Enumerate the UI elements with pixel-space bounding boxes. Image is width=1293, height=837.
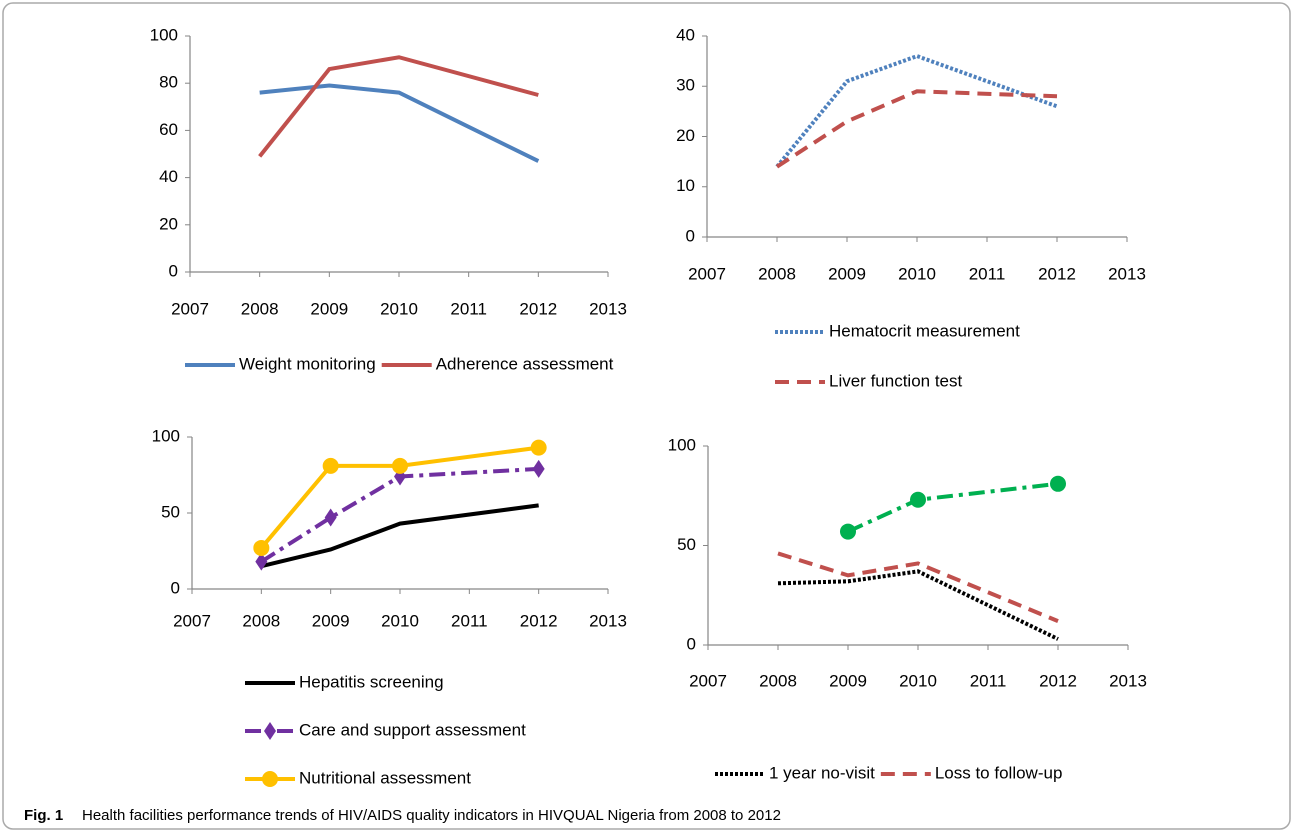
y-tick-label: 0 (687, 634, 696, 653)
x-tick-label: 2007 (688, 264, 726, 283)
x-tick-label: 2008 (242, 611, 280, 630)
marker (255, 552, 268, 571)
y-tick-label: 10 (676, 176, 695, 195)
caption-label: Fig. 1 (24, 807, 63, 824)
legend-label: Loss to follow-up (935, 763, 1063, 782)
marker (1050, 475, 1066, 492)
marker (253, 539, 270, 556)
y-tick-label: 100 (152, 426, 180, 445)
y-tick-label: 100 (150, 25, 178, 44)
y-tick-label: 20 (676, 126, 695, 145)
series-line (259, 445, 539, 550)
series-line (847, 481, 1059, 534)
x-tick-label: 2008 (758, 264, 796, 283)
x-tick-label: 2008 (759, 671, 797, 690)
y-tick-label: 0 (169, 261, 178, 280)
x-tick-label: 2013 (589, 299, 627, 318)
marker (532, 459, 545, 478)
y-tick-label: 50 (161, 502, 180, 521)
marker (262, 771, 278, 787)
x-tick-label: 2009 (828, 264, 866, 283)
legend-label: Hepatitis screening (299, 672, 444, 691)
legend-label: Liver function test (829, 371, 963, 390)
y-tick-label: 30 (676, 76, 695, 95)
marker (392, 457, 408, 474)
x-tick-label: 2007 (689, 671, 727, 690)
x-tick-label: 2010 (381, 611, 419, 630)
x-tick-label: 2011 (451, 611, 488, 630)
y-tick-label: 80 (159, 73, 178, 92)
x-tick-label: 2013 (1109, 671, 1147, 690)
y-tick-label: 0 (686, 226, 695, 245)
series-line (260, 503, 539, 569)
x-tick-label: 2009 (312, 611, 350, 630)
legend-label: Adherence assessment (436, 354, 614, 373)
legend-label: 1 year no-visit (769, 763, 875, 782)
series-line (775, 53, 1058, 168)
x-tick-label: 2012 (520, 611, 558, 630)
x-tick-label: 2007 (171, 299, 209, 318)
series-line (258, 55, 539, 158)
y-tick-label: 40 (159, 167, 178, 186)
x-tick-label: 2012 (519, 299, 557, 318)
series-line (777, 551, 1059, 623)
legend-label: Hematocrit measurement (829, 321, 1020, 340)
marker (530, 439, 547, 456)
marker (324, 508, 337, 527)
x-tick-label: 2012 (1038, 264, 1076, 283)
x-tick-label: 2007 (173, 611, 211, 630)
x-tick-label: 2010 (898, 264, 936, 283)
y-tick-label: 100 (668, 435, 696, 454)
series-line (777, 569, 1059, 641)
series-line (259, 83, 540, 163)
x-tick-label: 2012 (1039, 671, 1077, 690)
x-tick-label: 2010 (380, 299, 418, 318)
series-line (775, 89, 1058, 169)
marker (840, 523, 856, 540)
x-tick-label: 2011 (970, 671, 1007, 690)
caption-text: Health facilities performance trends of … (82, 807, 781, 824)
x-tick-label: 2011 (969, 264, 1006, 283)
marker (910, 491, 926, 508)
legend-label: Care and support assessment (299, 720, 526, 739)
x-tick-label: 2009 (310, 299, 348, 318)
y-tick-label: 50 (677, 535, 696, 554)
x-tick-label: 2013 (1108, 264, 1146, 283)
marker (322, 457, 339, 474)
y-tick-label: 60 (159, 120, 178, 139)
y-tick-label: 20 (159, 214, 178, 233)
x-tick-label: 2013 (589, 611, 627, 630)
x-tick-label: 2008 (241, 299, 279, 318)
legend-label: Weight monitoring (239, 354, 376, 373)
x-tick-label: 2010 (899, 671, 937, 690)
y-tick-label: 40 (676, 25, 695, 44)
marker (264, 722, 276, 740)
series-line (260, 466, 539, 564)
legend-label: Nutritional assessment (299, 768, 471, 787)
x-tick-label: 2009 (829, 671, 867, 690)
x-tick-label: 2011 (450, 299, 487, 318)
y-tick-label: 0 (171, 578, 180, 597)
